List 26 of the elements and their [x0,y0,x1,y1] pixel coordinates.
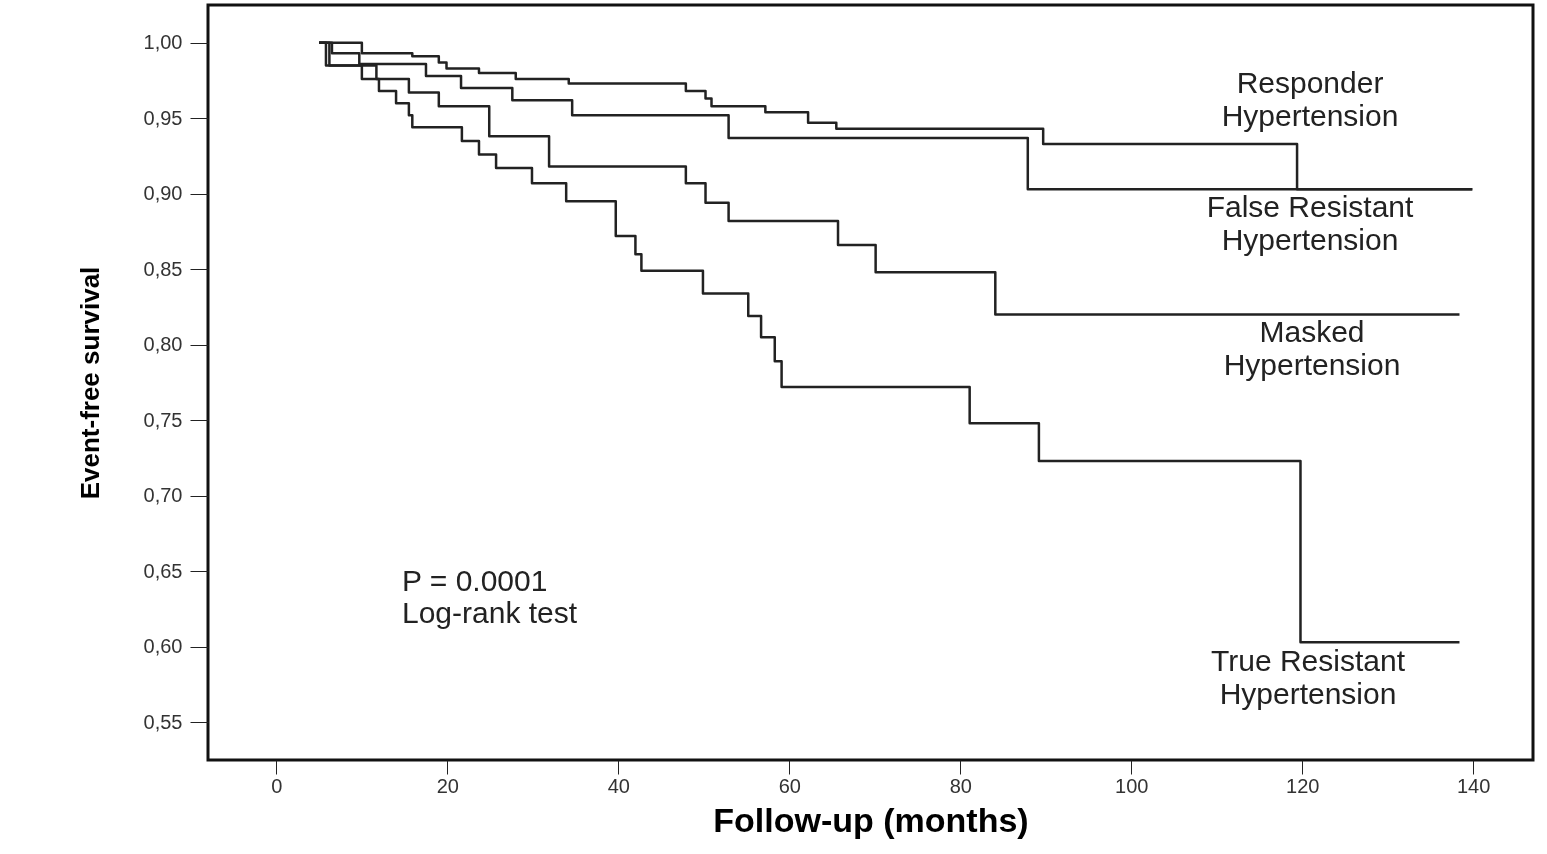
series-label: Responder Hypertension [1221,66,1399,132]
x-tick-label: 100 [1115,774,1149,797]
x-tick-label: 140 [1456,774,1491,797]
x-tick-label: 0 [271,774,283,797]
series-label: Masked Hypertension [1223,315,1401,381]
annotation: Log-rank test [402,596,578,629]
y-tick-label: 0,55 [143,710,183,733]
x-tick-label: 80 [949,774,972,797]
y-tick-label: 1,00 [143,31,183,54]
annotation: P = 0.0001 [402,564,548,597]
x-tick-label: 20 [436,774,459,797]
x-tick-label: 40 [607,774,630,797]
y-tick-label: 0,60 [143,635,183,658]
y-tick-label: 0,95 [143,106,183,129]
y-tick-label: 0,65 [143,559,183,582]
series-label: False Resistant Hypertension [1206,190,1415,256]
y-tick-label: 0,70 [143,484,183,507]
y-tick-label: 0,80 [143,333,183,356]
x-tick-label: 60 [778,774,801,797]
y-axis-title: Event-free survival [74,266,105,500]
x-axis-title: Follow-up (months) [713,800,1029,839]
y-tick-label: 0,75 [143,408,183,431]
y-tick-label: 0,85 [143,257,183,280]
y-tick-label: 0,90 [143,182,183,205]
x-tick-label: 120 [1286,774,1320,797]
series-label: True Resistant Hypertension [1211,644,1406,710]
